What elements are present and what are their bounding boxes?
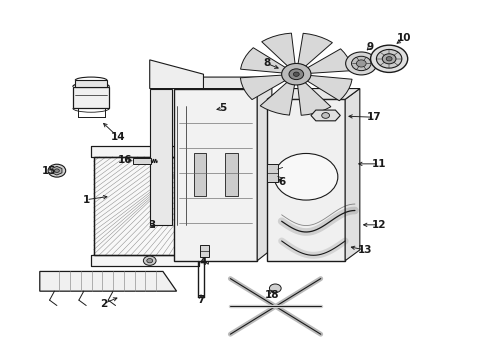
Polygon shape xyxy=(267,89,360,99)
Text: 4: 4 xyxy=(200,257,207,267)
Circle shape xyxy=(370,45,408,72)
Bar xyxy=(94,157,196,255)
Circle shape xyxy=(322,113,330,118)
Text: 11: 11 xyxy=(372,159,387,169)
Bar xyxy=(225,153,238,196)
Polygon shape xyxy=(73,87,109,108)
Circle shape xyxy=(48,164,66,177)
Text: 5: 5 xyxy=(220,103,227,113)
Bar xyxy=(94,157,196,255)
Text: 15: 15 xyxy=(42,166,57,176)
Text: 13: 13 xyxy=(358,245,372,255)
Circle shape xyxy=(282,63,311,85)
Polygon shape xyxy=(52,166,62,175)
Circle shape xyxy=(356,60,366,67)
Polygon shape xyxy=(150,60,203,89)
Polygon shape xyxy=(196,157,208,264)
Polygon shape xyxy=(298,33,332,67)
Bar xyxy=(267,164,278,182)
Circle shape xyxy=(147,258,153,263)
Polygon shape xyxy=(307,49,352,73)
Bar xyxy=(200,244,209,257)
Polygon shape xyxy=(40,271,176,291)
Circle shape xyxy=(54,169,59,172)
Polygon shape xyxy=(260,82,294,115)
Text: 17: 17 xyxy=(367,112,382,122)
Polygon shape xyxy=(150,89,172,225)
Circle shape xyxy=(345,52,377,75)
Polygon shape xyxy=(311,110,340,121)
Text: 1: 1 xyxy=(83,195,90,205)
Polygon shape xyxy=(241,48,286,73)
Polygon shape xyxy=(262,33,295,66)
Polygon shape xyxy=(91,255,198,266)
Text: 10: 10 xyxy=(396,33,411,43)
Circle shape xyxy=(376,49,402,68)
Polygon shape xyxy=(240,75,286,100)
Polygon shape xyxy=(75,80,107,87)
Circle shape xyxy=(382,54,396,64)
Polygon shape xyxy=(133,158,151,164)
Polygon shape xyxy=(91,146,198,157)
Circle shape xyxy=(270,284,281,293)
Bar xyxy=(91,146,198,157)
Text: 9: 9 xyxy=(366,42,373,52)
Polygon shape xyxy=(257,77,272,261)
Circle shape xyxy=(386,57,392,61)
Text: 18: 18 xyxy=(265,290,279,300)
Text: 14: 14 xyxy=(111,132,125,142)
Circle shape xyxy=(289,69,304,80)
Circle shape xyxy=(144,256,156,265)
Text: 3: 3 xyxy=(148,220,156,230)
Polygon shape xyxy=(267,99,345,261)
Polygon shape xyxy=(307,76,352,101)
Polygon shape xyxy=(174,89,257,261)
Bar xyxy=(91,255,198,266)
Circle shape xyxy=(274,153,338,200)
Circle shape xyxy=(351,56,371,71)
Text: 7: 7 xyxy=(197,295,205,305)
Polygon shape xyxy=(174,77,272,89)
Circle shape xyxy=(294,72,299,76)
Bar xyxy=(194,153,206,196)
Text: 12: 12 xyxy=(372,220,387,230)
Text: 16: 16 xyxy=(118,155,132,165)
Polygon shape xyxy=(345,89,360,261)
Text: 2: 2 xyxy=(99,299,107,309)
Text: 8: 8 xyxy=(263,58,270,68)
Text: 6: 6 xyxy=(278,177,285,187)
Polygon shape xyxy=(297,82,331,115)
